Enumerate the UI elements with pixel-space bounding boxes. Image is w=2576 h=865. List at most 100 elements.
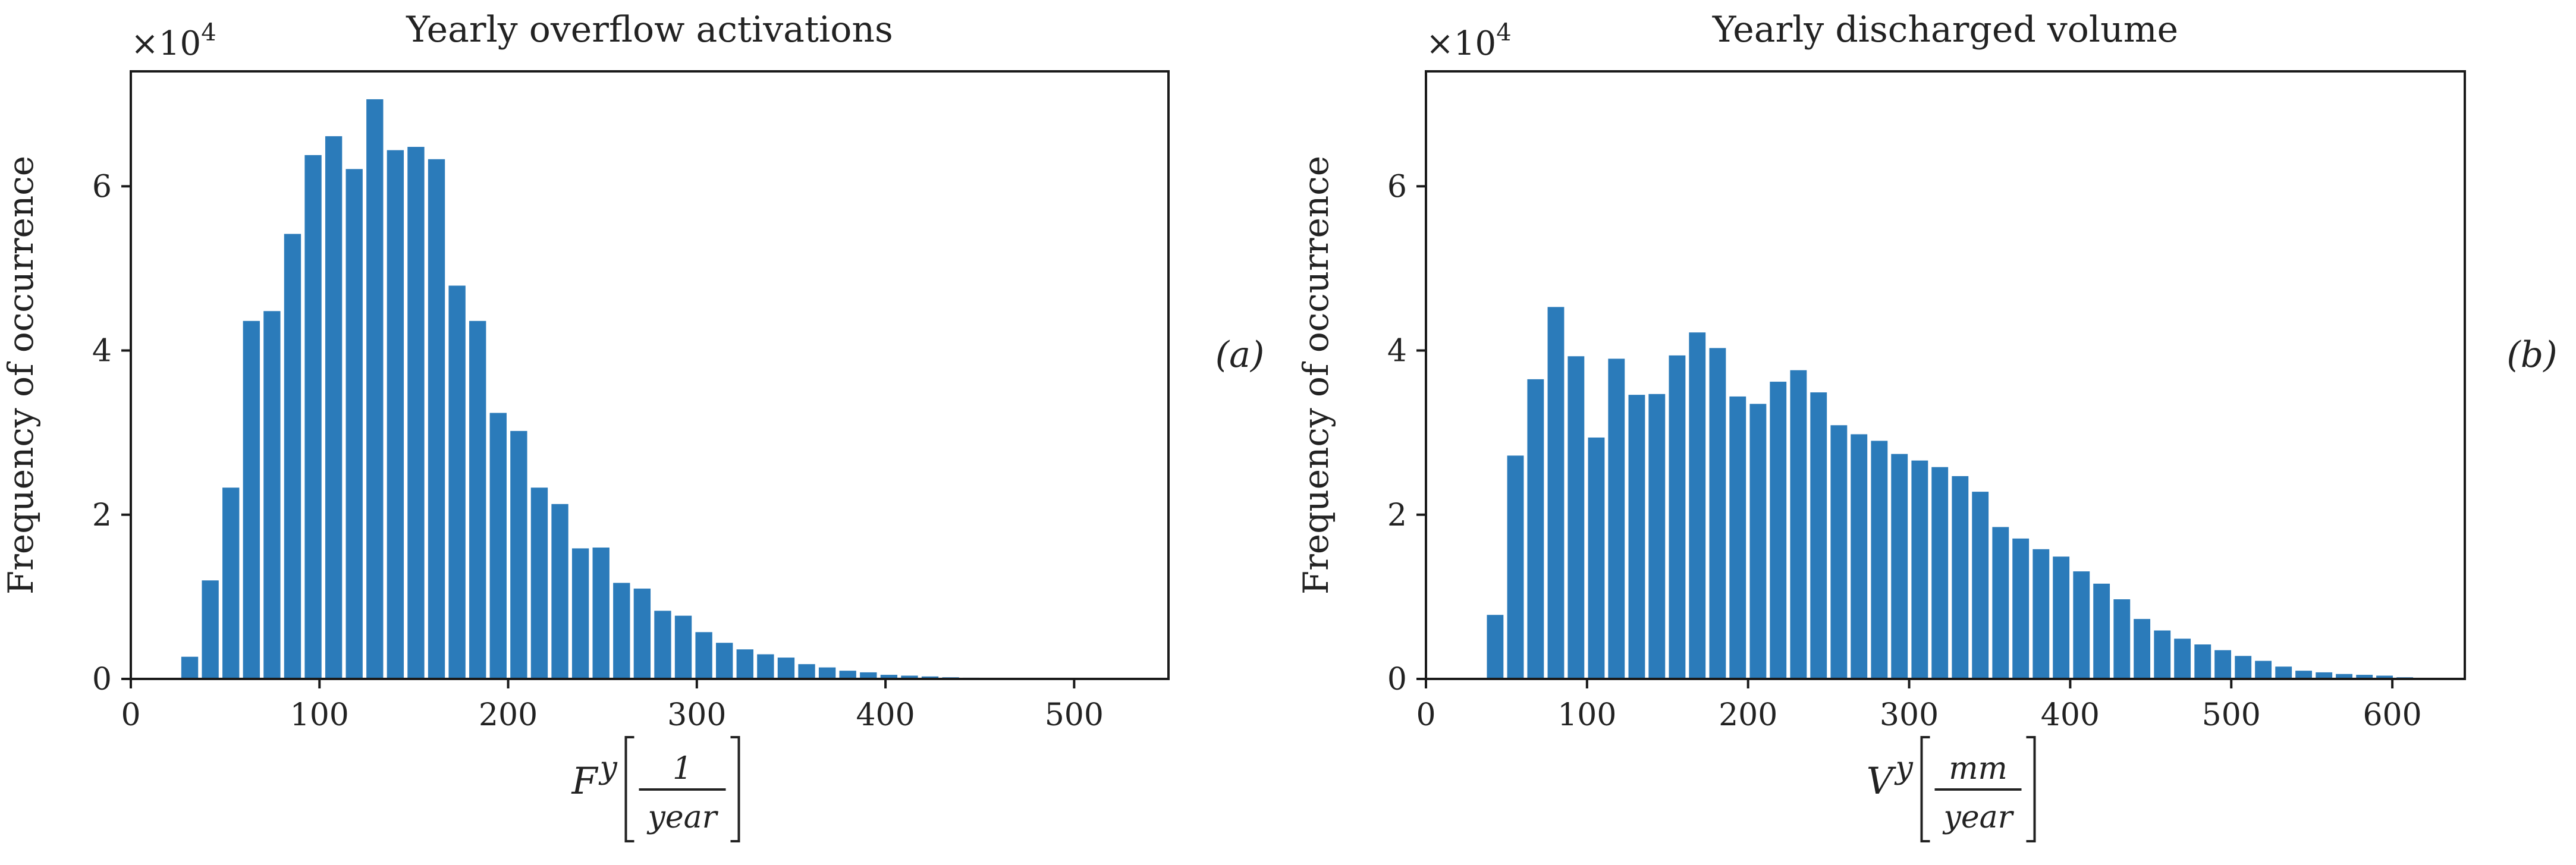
bar	[1527, 379, 1544, 679]
x-tick-label: 0	[1416, 697, 1435, 733]
bar	[1669, 355, 1686, 679]
bar	[2154, 630, 2171, 679]
bar	[1952, 476, 1969, 679]
bar	[2012, 538, 2030, 679]
bar	[2316, 672, 2333, 679]
bar	[901, 675, 918, 679]
y-multiplier-base: ×10	[131, 24, 201, 63]
bar	[2235, 656, 2252, 679]
x-tick-label: 300	[1880, 697, 1939, 733]
bar	[345, 169, 363, 680]
bar	[674, 615, 692, 679]
bar	[2295, 671, 2312, 679]
bar	[1830, 425, 1848, 679]
x-label-right-bracket	[730, 736, 740, 842]
y-multiplier-exponent: 4	[201, 19, 216, 46]
bar	[2255, 660, 2272, 679]
bar	[1507, 455, 1524, 679]
bar	[387, 150, 404, 679]
bar	[1628, 395, 1645, 679]
x-label-right-bracket	[2026, 736, 2036, 842]
bar	[695, 632, 712, 679]
y-axis-label: Frequency of occurrence	[1296, 156, 1336, 595]
bar	[633, 589, 651, 679]
y-tick-label: 4	[1387, 334, 1407, 369]
bar	[510, 430, 527, 679]
bar	[1770, 382, 1787, 679]
x-label-numerator: mm	[1949, 751, 2008, 787]
x-label-left-bracket	[624, 736, 634, 842]
bar	[1972, 492, 1989, 679]
y-tick-label: 2	[92, 498, 112, 533]
bar	[1567, 356, 1585, 679]
y-axis-label: Frequency of occurrence	[1, 156, 41, 595]
x-tick-label: 100	[1557, 697, 1616, 733]
bar	[613, 583, 630, 679]
x-tick-label: 0	[121, 697, 140, 733]
bar	[304, 155, 322, 679]
bar	[1729, 396, 1746, 679]
bar	[839, 671, 856, 679]
bar	[2194, 644, 2211, 679]
bar	[2376, 675, 2393, 679]
bar	[1588, 437, 1605, 679]
bar	[2174, 638, 2191, 679]
y-multiplier-base: ×10	[1426, 24, 1496, 63]
bar	[777, 658, 795, 679]
bar	[798, 664, 815, 679]
bars	[181, 99, 1124, 680]
bar	[654, 611, 671, 679]
bar	[1810, 392, 1827, 679]
bar	[1871, 441, 1888, 679]
bar	[284, 234, 301, 679]
bar	[571, 548, 589, 679]
y-multiplier: ×104	[131, 19, 216, 63]
x-tick-label: 500	[2202, 697, 2261, 733]
bar	[1608, 358, 1625, 679]
y-multiplier: ×104	[1426, 19, 1512, 63]
x-tick-label: 600	[2363, 697, 2421, 733]
bar	[2073, 571, 2090, 679]
x-tick-label: 400	[2041, 697, 2100, 733]
bar	[222, 487, 240, 679]
bar	[1749, 404, 1767, 679]
bar	[1992, 527, 2009, 679]
bar	[530, 487, 548, 679]
x-label-denominator: year	[646, 800, 718, 835]
bar	[757, 654, 774, 679]
x-label-symbol: V	[1867, 759, 1897, 803]
bar	[2214, 650, 2232, 679]
bars	[1487, 307, 2414, 679]
x-tick-label: 200	[479, 697, 538, 733]
bar	[243, 320, 260, 679]
bar	[2053, 556, 2070, 679]
bar	[2336, 674, 2352, 679]
bar	[818, 667, 836, 679]
bar	[181, 656, 199, 679]
plot-frame	[130, 70, 1170, 680]
bar	[1648, 394, 1666, 679]
y-multiplier-exponent: 4	[1496, 19, 1511, 46]
bar	[1709, 348, 1726, 679]
bar	[1689, 332, 1706, 679]
x-tick-label: 300	[667, 697, 726, 733]
bar	[921, 676, 939, 679]
x-label-left-bracket	[1920, 736, 1930, 842]
y-tick-label: 4	[92, 334, 112, 369]
bar	[2093, 583, 2110, 679]
y-tick-label: 6	[92, 169, 112, 205]
x-label-superscript: y	[1895, 750, 1914, 786]
bar	[860, 672, 877, 679]
x-tick-label: 200	[1719, 697, 1777, 733]
bar	[880, 675, 898, 679]
bar	[428, 159, 445, 679]
bar	[448, 285, 466, 680]
bar	[1851, 434, 1868, 679]
bar	[551, 504, 568, 679]
chart-title: Yearly overflow activations	[406, 9, 893, 51]
